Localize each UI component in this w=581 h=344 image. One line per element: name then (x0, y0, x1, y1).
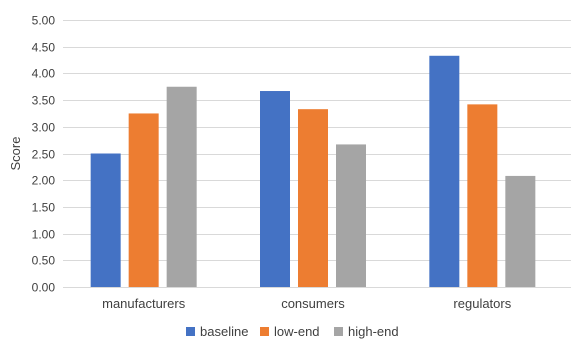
bar-high-end-consumers (336, 144, 366, 287)
bar-high-end-regulators (505, 175, 536, 287)
y-tick-label: 0.50 (32, 254, 56, 268)
y-tick-label: 4.50 (32, 41, 56, 55)
legend-swatch-baseline (186, 327, 195, 336)
legend: baseline low-end high-end (186, 324, 399, 339)
legend-label-low-end: low-end (274, 324, 320, 339)
bar-low-end-regulators (467, 104, 498, 287)
y-tick-label: 3.50 (32, 94, 56, 108)
y-tick-label: 4.00 (32, 67, 56, 81)
bar-baseline-manufacturers (90, 153, 121, 287)
bar-high-end-manufacturers (166, 86, 197, 287)
y-tick-label: 1.00 (32, 228, 56, 242)
legend-label-baseline: baseline (200, 324, 248, 339)
legend-swatch-high-end (334, 327, 343, 336)
x-category-label: regulators (453, 296, 511, 311)
bar-baseline-regulators (429, 55, 460, 287)
y-tick-label: 0.00 (32, 281, 56, 295)
legend-label-high-end: high-end (348, 324, 399, 339)
y-tick-label: 2.00 (32, 174, 56, 188)
y-tick-label: 2.50 (32, 148, 56, 162)
x-category-label: consumers (281, 296, 345, 311)
y-axis-tick-labels: 0.00 0.50 1.00 1.50 2.00 2.50 3.00 3.50 4.00 4.50… (32, 14, 56, 295)
y-tick-label: 5.00 (32, 14, 56, 28)
y-tick-label: 1.50 (32, 201, 56, 215)
bar-low-end-consumers (298, 109, 328, 287)
y-axis-title: Score (8, 137, 23, 171)
x-category-label: manufacturers (102, 296, 186, 311)
y-tick-label: 3.00 (32, 121, 56, 135)
x-axis-category-labels: manufacturers consumers regulators (102, 296, 512, 311)
bar-baseline-consumers (260, 91, 290, 287)
bars (90, 55, 536, 287)
bar-low-end-manufacturers (128, 113, 159, 287)
legend-swatch-low-end (260, 327, 269, 336)
